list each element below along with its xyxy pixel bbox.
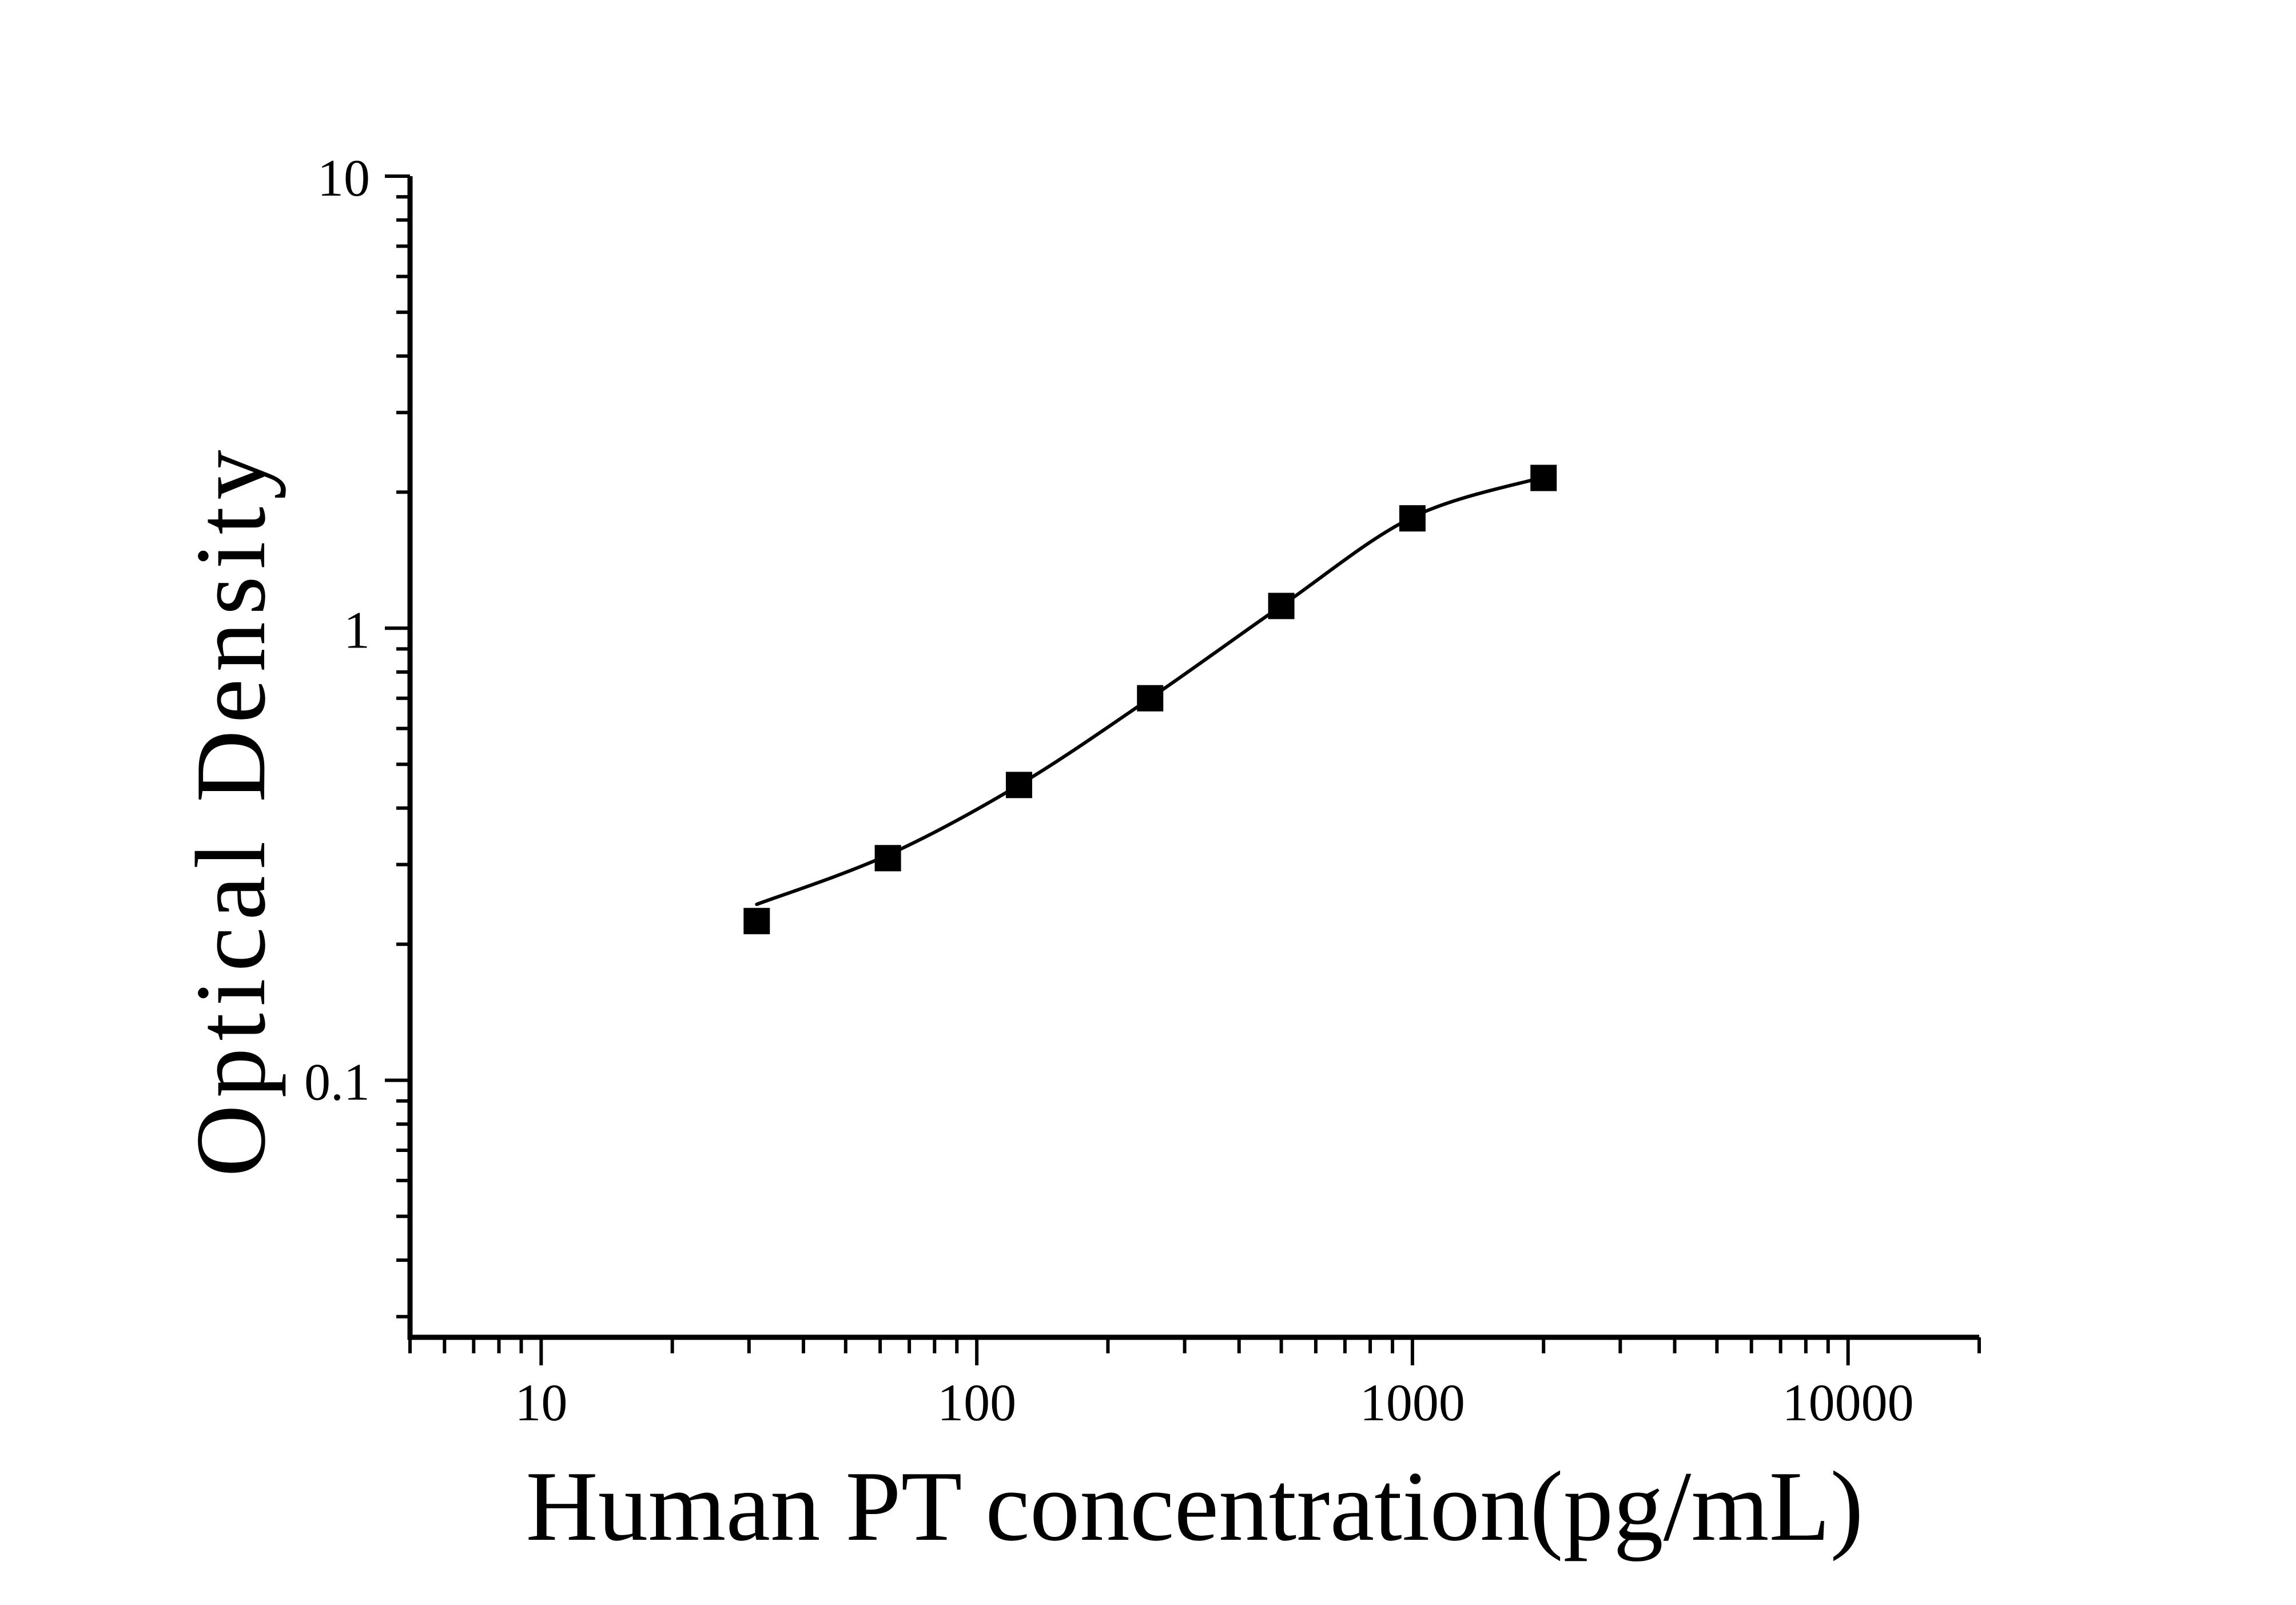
data-point-marker xyxy=(1137,685,1164,712)
axis-spines xyxy=(407,176,1979,1340)
data-point-marker xyxy=(1399,505,1426,532)
data-point-marker xyxy=(1005,772,1032,798)
y-tick-label: 10 xyxy=(317,149,370,207)
data-point-marker xyxy=(743,908,770,935)
y-tick-label: 0.1 xyxy=(304,1053,370,1111)
plot-area: 10 100 1000 10000 10 1 0.1 xyxy=(304,149,1981,1432)
x-tick-label: 10 xyxy=(515,1373,567,1432)
data-point-marker xyxy=(1268,593,1295,619)
x-tick-label: 1000 xyxy=(1360,1373,1465,1432)
x-tick-label: 10000 xyxy=(1782,1373,1914,1432)
y-tick-label: 1 xyxy=(344,601,370,659)
x-tick-label: 100 xyxy=(937,1373,1016,1432)
data-point-marker xyxy=(1530,464,1557,491)
x-axis-title: Human PT concentration(pg/mL) xyxy=(526,1451,1863,1562)
data-point-marker xyxy=(874,845,901,872)
y-axis-title: Optical Density xyxy=(175,443,286,1177)
